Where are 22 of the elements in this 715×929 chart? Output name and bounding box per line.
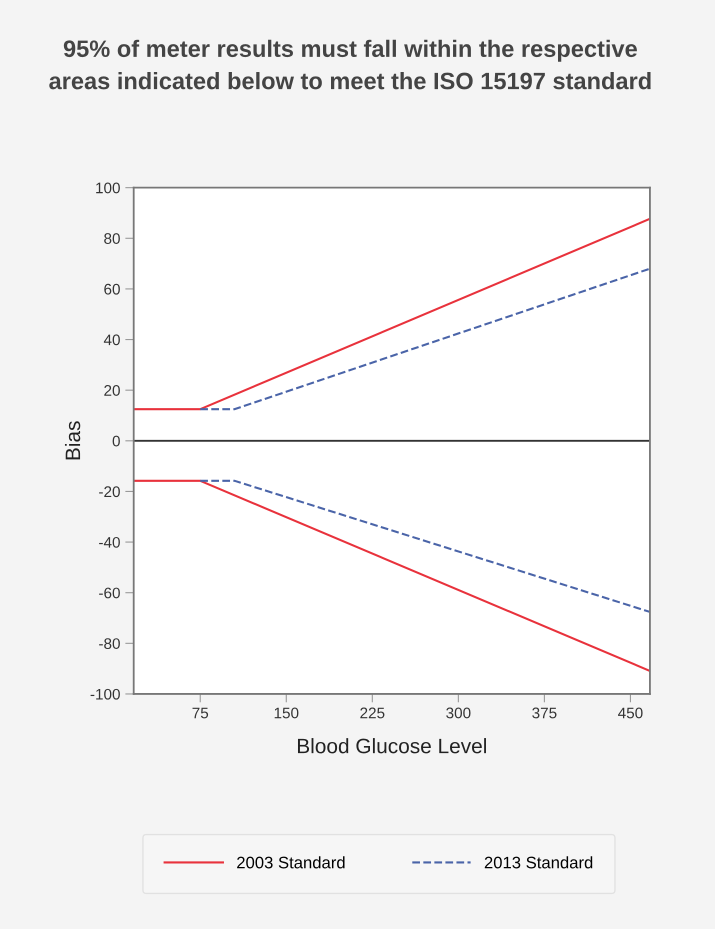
y-tick-label: -80: [99, 638, 120, 650]
y-tick-label: -60: [99, 588, 120, 598]
y-tick-label: 60: [104, 284, 120, 295]
x-tick-label: 375: [532, 708, 556, 718]
x-tick-label: 75: [192, 708, 208, 718]
y-tick-label: 80: [104, 233, 120, 244]
x-axis-title: Blood Glucose Level: [298, 738, 486, 754]
y-tick-label: 0: [112, 436, 120, 446]
legend-label: 2013 Standard: [484, 856, 592, 868]
y-tick-label: 100: [96, 182, 120, 194]
legend-label: 2003 Standard: [237, 856, 345, 868]
y-tick-label: -40: [99, 536, 120, 548]
x-tick-label: 225: [360, 708, 384, 718]
y-tick-label: 20: [104, 385, 120, 396]
y-tick-label: -100: [90, 688, 120, 700]
x-tick-label: 150: [274, 708, 298, 718]
x-tick-label: 450: [618, 708, 643, 718]
y-axis-title: Bias: [64, 421, 80, 460]
x-tick-label: 300: [446, 708, 471, 718]
y-tick-label: 40: [104, 334, 120, 346]
y-tick-label: -20: [99, 486, 120, 498]
chart-title: 95% of meter results must fall within the respective areas indicated below to meet the ISO 15197 standard: [49, 40, 651, 90]
